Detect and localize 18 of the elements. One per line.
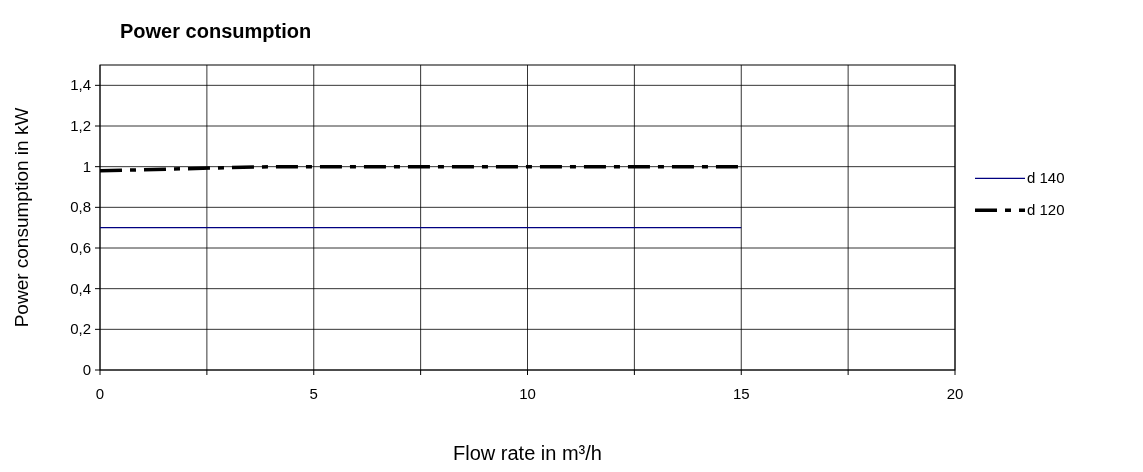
- y-tick-label: 0,2: [70, 320, 91, 338]
- legend-label: d 140: [1027, 169, 1065, 187]
- x-tick-label: 0: [95, 385, 105, 402]
- x-axis-title: Flow rate in m³/h: [453, 442, 602, 464]
- y-tick-label: 1,2: [70, 117, 91, 134]
- y-tick-label: 0,8: [70, 198, 91, 216]
- chart-title: Power consumption: [120, 20, 312, 42]
- x-tick-label: 20: [946, 385, 964, 402]
- y-tick-label: 0,6: [70, 239, 91, 256]
- y-tick-label: 0: [82, 361, 91, 378]
- legend-label: d 120: [1027, 201, 1065, 219]
- y-axis-title: Power consumption in kW: [11, 107, 32, 328]
- x-tick-label: 15: [732, 385, 750, 402]
- y-tick-label: 1: [82, 157, 91, 175]
- x-tick-label: 5: [309, 385, 318, 402]
- x-tick-label: 10: [519, 385, 536, 402]
- y-tick-label: 0,4: [70, 279, 91, 297]
- y-tick-label: 1,4: [70, 76, 91, 94]
